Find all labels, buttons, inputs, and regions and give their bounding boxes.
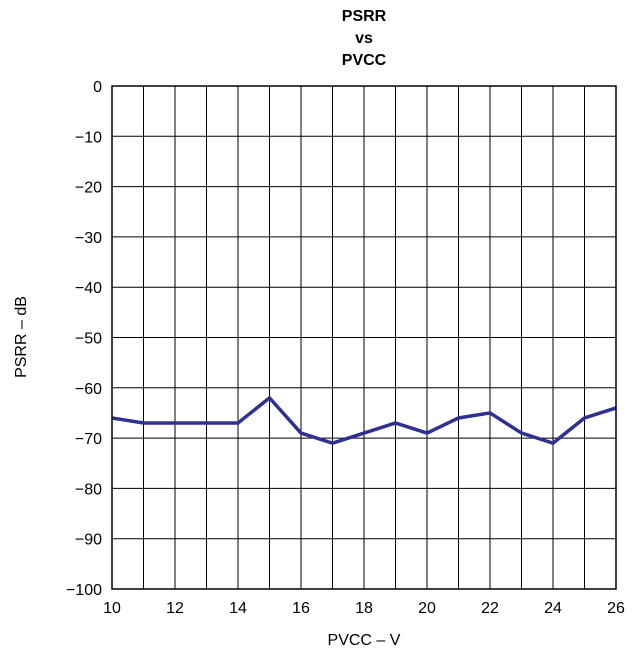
- plot-frame: [111, 85, 617, 590]
- y-tick-label: 0: [93, 79, 102, 96]
- x-tick-label: 18: [355, 600, 373, 617]
- grid: [111, 85, 617, 590]
- x-tick-label: 16: [292, 600, 310, 617]
- y-tick-label: −40: [75, 280, 102, 297]
- x-tick-label: 14: [229, 600, 247, 617]
- x-tick-label: 24: [544, 600, 562, 617]
- y-tick-label: −10: [75, 129, 102, 146]
- x-tick-labels: 10 12 14 16 18 20 22 24 26: [103, 600, 625, 617]
- y-tick-label: −30: [75, 230, 102, 247]
- y-tick-label: −70: [75, 431, 102, 448]
- y-tick-label: −100: [66, 582, 102, 599]
- title-line-3: PVCC: [342, 52, 387, 69]
- x-tick-label: 12: [166, 600, 184, 617]
- y-tick-labels: 0 −10 −20 −30 −40 −50 −60 −70 −80 −90 −100: [66, 79, 102, 599]
- x-tick-label: 20: [418, 600, 436, 617]
- psrr-series-line: [111, 395, 617, 446]
- series: [111, 395, 617, 446]
- y-tick-label: −80: [75, 481, 102, 498]
- title-line-2: vs: [355, 30, 373, 47]
- x-tick-label: 22: [481, 600, 499, 617]
- x-axis-label: PVCC – V: [328, 632, 401, 649]
- y-tick-label: −20: [75, 180, 102, 197]
- y-tick-label: −90: [75, 532, 102, 549]
- y-axis-label: PSRR – dB: [13, 296, 30, 378]
- chart-title: PSRR vs PVCC: [342, 8, 387, 69]
- y-tick-label: −50: [75, 331, 102, 348]
- x-tick-label: 26: [607, 600, 625, 617]
- y-tick-label: −60: [75, 381, 102, 398]
- title-line-1: PSRR: [342, 8, 387, 25]
- x-tick-label: 10: [103, 600, 121, 617]
